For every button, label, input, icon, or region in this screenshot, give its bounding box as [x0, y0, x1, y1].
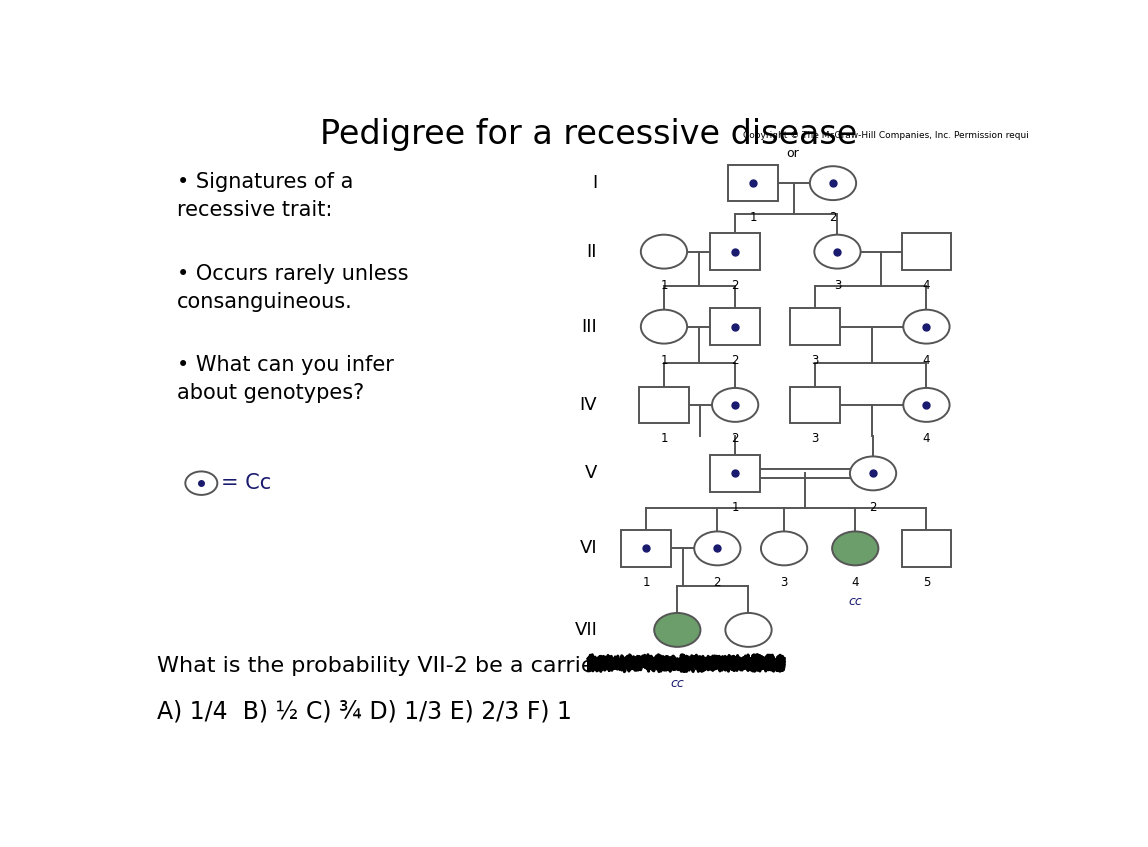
Text: • What can you infer
about genotypes?: • What can you infer about genotypes?: [177, 355, 394, 403]
Text: 2: 2: [829, 211, 837, 224]
Text: Copyright © The McGraw-Hill Companies, Inc. Permission requi: Copyright © The McGraw-Hill Companies, I…: [743, 131, 1029, 140]
Text: VII: VII: [574, 621, 597, 639]
FancyBboxPatch shape: [711, 308, 760, 345]
Text: cc: cc: [670, 677, 684, 689]
Circle shape: [814, 235, 861, 268]
Circle shape: [850, 457, 897, 490]
Text: • Occurs rarely unless
consanguineous.: • Occurs rarely unless consanguineous.: [177, 263, 409, 312]
Text: 2: 2: [731, 279, 739, 292]
FancyBboxPatch shape: [621, 530, 672, 567]
Circle shape: [761, 531, 807, 565]
Text: 1: 1: [674, 657, 681, 670]
Text: 2: 2: [731, 432, 739, 446]
Text: 2: 2: [869, 501, 877, 514]
Circle shape: [903, 310, 949, 344]
Text: 1: 1: [750, 211, 757, 224]
Text: 1: 1: [643, 576, 650, 589]
Text: 1: 1: [660, 354, 668, 367]
FancyBboxPatch shape: [711, 455, 760, 491]
Circle shape: [903, 388, 949, 422]
FancyBboxPatch shape: [728, 165, 778, 202]
Text: Pedigree for a recessive disease: Pedigree for a recessive disease: [320, 118, 856, 151]
Circle shape: [712, 388, 759, 422]
Text: • Signatures of a
recessive trait:: • Signatures of a recessive trait:: [177, 172, 354, 220]
Text: 4: 4: [923, 354, 930, 367]
Text: 3: 3: [812, 354, 819, 367]
Circle shape: [695, 531, 740, 565]
Text: 4: 4: [923, 432, 930, 446]
Circle shape: [809, 166, 856, 200]
Text: 3: 3: [781, 576, 788, 589]
Circle shape: [832, 531, 878, 565]
Text: 2: 2: [745, 657, 752, 670]
FancyBboxPatch shape: [790, 386, 840, 424]
Text: 1: 1: [660, 432, 668, 446]
Text: 3: 3: [812, 432, 819, 446]
Text: 2: 2: [731, 354, 739, 367]
Text: II: II: [587, 242, 597, 261]
Text: V: V: [584, 464, 597, 483]
Text: IV: IV: [580, 396, 597, 414]
Text: VI: VI: [580, 540, 597, 557]
Text: 1: 1: [660, 279, 668, 292]
Circle shape: [726, 613, 771, 647]
Text: 3: 3: [833, 279, 841, 292]
FancyBboxPatch shape: [790, 308, 840, 345]
Circle shape: [641, 310, 688, 344]
FancyBboxPatch shape: [901, 530, 952, 567]
Text: or: or: [786, 147, 799, 160]
Circle shape: [641, 235, 688, 268]
Text: 1: 1: [731, 501, 739, 514]
Text: 2: 2: [714, 576, 721, 589]
Text: III: III: [582, 318, 597, 335]
FancyBboxPatch shape: [711, 234, 760, 270]
FancyBboxPatch shape: [639, 386, 689, 424]
Circle shape: [654, 613, 700, 647]
Text: A) 1/4  B) ½ C) ¾ D) 1/3 E) 2/3 F) 1: A) 1/4 B) ½ C) ¾ D) 1/3 E) 2/3 F) 1: [157, 700, 572, 723]
Text: cc: cc: [848, 595, 862, 608]
Text: I: I: [592, 174, 597, 192]
Text: 4: 4: [852, 576, 859, 589]
FancyBboxPatch shape: [901, 234, 952, 270]
Text: 4: 4: [923, 279, 930, 292]
Text: What is the probability VII-2 be a carrier?: What is the probability VII-2 be a carri…: [157, 656, 615, 676]
Text: 5: 5: [923, 576, 930, 589]
Text: = Cc: = Cc: [220, 473, 271, 493]
Circle shape: [185, 472, 217, 495]
